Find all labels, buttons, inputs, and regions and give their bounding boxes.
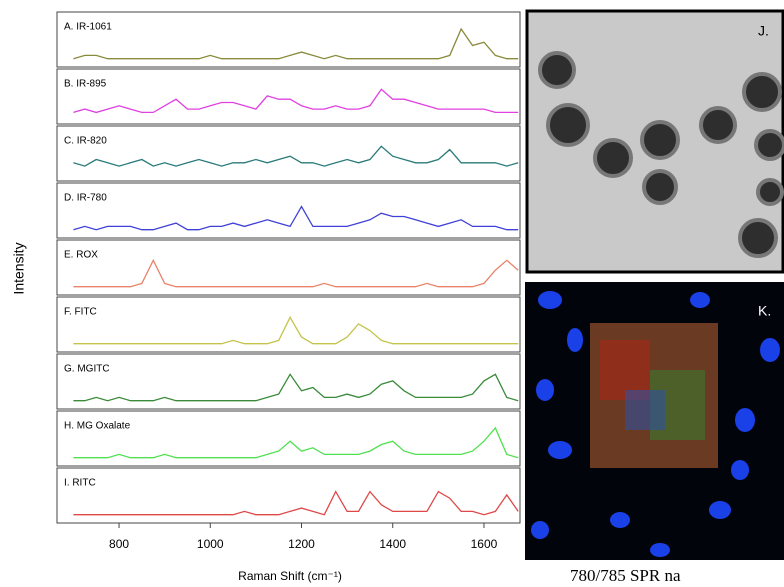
- y-axis-label: Intensity: [11, 242, 27, 294]
- panel-label: H. MG Oxalate: [64, 421, 131, 432]
- x-tick-label: 800: [109, 537, 129, 551]
- spectrum: [73, 317, 518, 343]
- spectrum: [73, 492, 518, 515]
- x-tick-label: 1000: [197, 537, 224, 551]
- panel-frame: [57, 126, 520, 181]
- panel-frame: [57, 354, 520, 409]
- spectrum: [73, 89, 518, 112]
- spectrum: [73, 29, 518, 59]
- x-axis-label: Raman Shift (cm⁻¹): [238, 569, 342, 583]
- spectrum: [73, 428, 518, 458]
- panel-label: C. IR-820: [64, 136, 107, 147]
- x-tick-label: 1200: [288, 537, 315, 551]
- panel-label: A. IR-1061: [64, 22, 112, 33]
- figure: J. K. 780/785 SPR na A. IR-1061 B. IR-895…: [0, 0, 784, 587]
- panel-frame: [57, 183, 520, 238]
- panel-label: I. RITC: [64, 478, 96, 489]
- spectrum: [73, 374, 518, 400]
- panel-label: K.: [758, 303, 771, 319]
- spectrum: [73, 207, 518, 230]
- panel-label: F. FITC: [64, 307, 97, 318]
- spectrum: [73, 146, 518, 166]
- x-tick-label: 1400: [379, 537, 406, 551]
- x-tick-label: 1600: [471, 537, 498, 551]
- panel-label: G. MGITC: [64, 364, 110, 375]
- spectrum: [73, 260, 518, 286]
- panel-label: B. IR-895: [64, 79, 107, 90]
- panel-label: D. IR-780: [64, 193, 107, 204]
- caption-fragment: 780/785 SPR na: [570, 566, 681, 585]
- panel-label: J.: [758, 23, 769, 39]
- panel-frame: [57, 411, 520, 466]
- panel-label: E. ROX: [64, 250, 98, 261]
- panel-frame: [57, 69, 520, 124]
